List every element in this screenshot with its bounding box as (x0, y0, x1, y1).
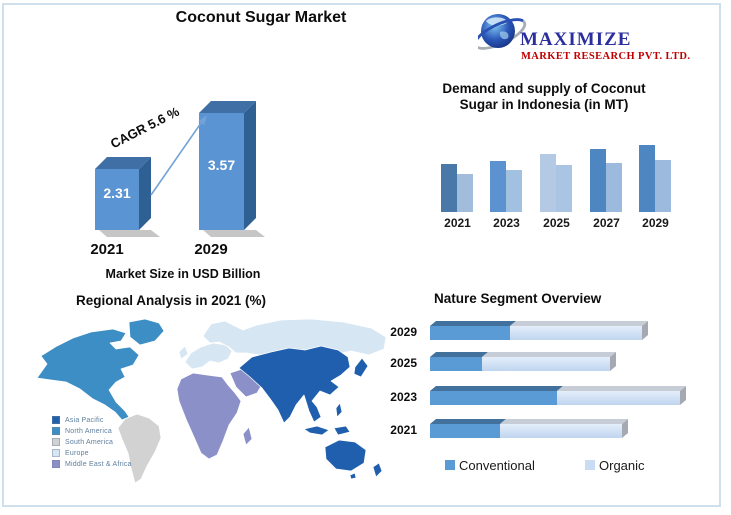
map-region-africa (176, 372, 242, 460)
market-category-2029: 2029 (194, 241, 228, 258)
indonesia-year-2021: 2021 (444, 216, 471, 230)
indonesia-year-2025: 2025 (543, 216, 570, 230)
indonesia-year-2027: 2027 (593, 216, 620, 230)
map-region-greenland (128, 318, 165, 346)
organic-legend-label: Organic (599, 458, 645, 473)
map-legend-item-asia-pacific: Asia Pacific (52, 416, 162, 424)
market-bar-value-2029: 3.57 (207, 157, 236, 173)
map-legend-label: Europe (65, 449, 89, 457)
map-legend-label: South America (65, 438, 114, 446)
map-region-indonesia-west (303, 425, 330, 436)
map-legend-item-south-america: South America (52, 438, 162, 446)
nature-year-2021: 2021 (390, 423, 417, 437)
map-legend-item-north-america: North America (52, 427, 162, 435)
south-america-swatch (52, 438, 60, 446)
map-region-south-america (117, 413, 162, 484)
logo-name: MAXIMIZE (520, 29, 632, 50)
map-region-north-america (36, 328, 140, 421)
page-title: Coconut Sugar Market (175, 9, 347, 26)
nature-year-2023: 2023 (390, 390, 417, 404)
map-legend-label: North America (65, 427, 112, 435)
map-region-europe (184, 342, 233, 370)
indonesia-title-line2: Sugar in Indonesia (in MT) (459, 97, 629, 112)
map-region-uk (178, 345, 189, 360)
map-region-new-zealand (372, 462, 383, 478)
market-bar-value-2021: 2.31 (103, 185, 131, 201)
map-region-tasmania (349, 472, 357, 480)
map-region-indonesia-east (333, 425, 351, 436)
map-region-madagascar (242, 426, 253, 446)
nature-year-2025: 2025 (390, 356, 417, 370)
map-legend-label: Asia Pacific (65, 416, 104, 424)
company-logo: MAXIMIZE MARKET RESEARCH PVT. LTD. (473, 8, 696, 66)
indonesia-year-2029: 2029 (642, 216, 669, 230)
logo-subtitle: MARKET RESEARCH PVT. LTD. (521, 51, 691, 62)
map-region-australia (324, 439, 367, 472)
indonesia-title-line1: Demand and supply of Coconut (442, 81, 646, 96)
map-legend-label: Middle East & Africa (65, 460, 132, 468)
organic-swatch (585, 460, 595, 470)
map-region-russia (202, 318, 387, 358)
asia-pacific-swatch (52, 416, 60, 424)
north-america-swatch (52, 427, 60, 435)
map-title: Regional Analysis in 2021 (%) (75, 293, 267, 308)
conventional-legend-label: Conventional (459, 458, 535, 473)
indonesia-year-2023: 2023 (493, 216, 520, 230)
world-map (36, 318, 387, 484)
market-category-2021: 2021 (90, 241, 124, 258)
conventional-swatch (445, 460, 455, 470)
nature-chart-title: Nature Segment Overview (434, 291, 602, 306)
map-region-japan (353, 357, 369, 378)
indonesia-chart-title: Demand and supply of Coconut Sugar in In… (419, 81, 669, 113)
middle-east-africa-swatch (52, 460, 60, 468)
map-legend: Asia Pacific North America South America… (52, 416, 162, 471)
map-region-philippines (335, 402, 343, 418)
map-legend-item-europe: Europe (52, 449, 162, 457)
globe-icon (473, 14, 527, 50)
border-frame (2, 3, 721, 507)
map-legend-item-middle-east-africa: Middle East & Africa (52, 460, 162, 468)
europe-swatch (52, 449, 60, 457)
map-region-asia (238, 345, 351, 424)
nature-year-2029: 2029 (390, 325, 417, 339)
market-axis-label: Market Size in USD Billion (105, 267, 261, 281)
